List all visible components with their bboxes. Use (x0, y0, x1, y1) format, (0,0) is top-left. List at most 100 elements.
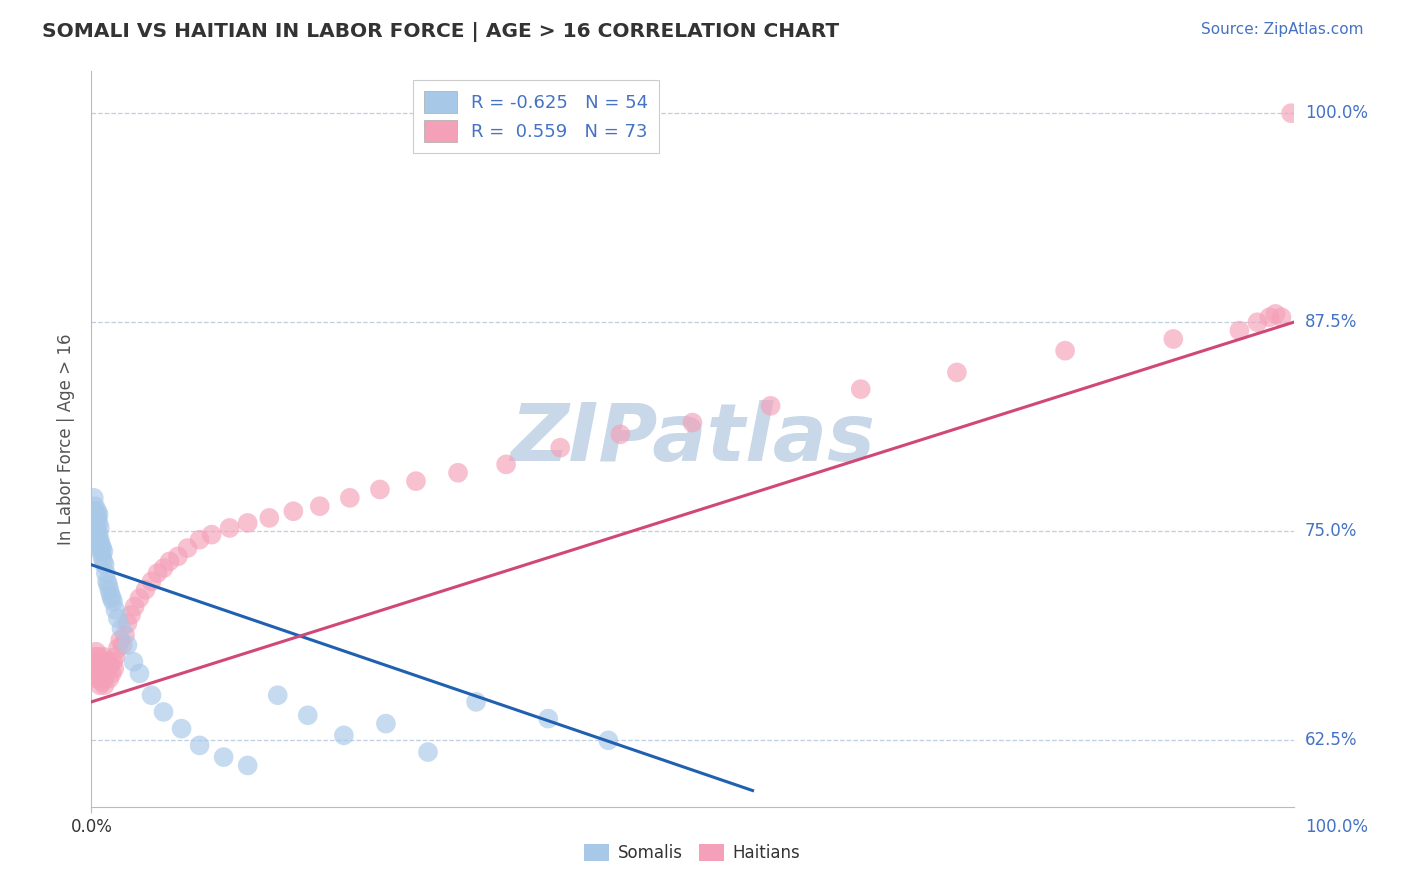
Point (101, 594, 124, 608)
Point (128, 666, 150, 681)
Point (90, 544, 112, 558)
Point (141, 688, 163, 702)
Point (89, 658, 111, 673)
Point (1258, 310, 1281, 325)
Point (495, 458, 517, 472)
Point (152, 561, 174, 575)
Point (339, 491, 361, 505)
Point (86, 504, 108, 518)
Point (82, 516, 104, 530)
Point (537, 712, 560, 726)
Point (1246, 315, 1268, 329)
Point (83, 504, 105, 518)
Point (1270, 310, 1292, 325)
Point (86, 666, 108, 681)
Legend: R = -0.625   N = 54, R =  0.559   N = 73: R = -0.625 N = 54, R = 0.559 N = 73 (413, 80, 659, 153)
Point (84, 649, 107, 664)
Point (333, 728, 356, 742)
Point (134, 582, 156, 597)
Point (267, 688, 290, 702)
Text: 87.5%: 87.5% (1305, 313, 1357, 331)
Point (176, 541, 198, 555)
Point (110, 632, 132, 647)
Point (98, 672, 121, 686)
Point (82, 658, 104, 673)
Point (90, 666, 112, 681)
Point (110, 621, 132, 635)
Point (283, 504, 305, 518)
Text: 100.0%: 100.0% (1305, 104, 1368, 122)
Point (465, 695, 488, 709)
Point (93, 658, 115, 673)
Point (84, 499, 107, 513)
Point (159, 554, 181, 568)
Point (167, 549, 190, 564)
Point (114, 628, 136, 642)
Point (101, 655, 124, 669)
Text: Source: ZipAtlas.com: Source: ZipAtlas.com (1201, 22, 1364, 37)
Point (447, 466, 470, 480)
Point (681, 416, 703, 430)
Text: SOMALI VS HAITIAN IN LABOR FORCE | AGE > 16 CORRELATION CHART: SOMALI VS HAITIAN IN LABOR FORCE | AGE >… (42, 22, 839, 42)
Point (1054, 343, 1077, 358)
Point (86, 533, 108, 547)
Point (87, 527, 110, 541)
Point (188, 533, 211, 547)
Point (259, 511, 281, 525)
Point (90, 655, 112, 669)
Point (101, 666, 124, 681)
Point (152, 705, 174, 719)
Point (188, 739, 211, 753)
Point (308, 499, 330, 513)
Point (416, 745, 439, 759)
Point (89, 521, 111, 535)
Y-axis label: In Labor Force | Age > 16: In Labor Force | Age > 16 (58, 334, 76, 545)
Point (86, 511, 108, 525)
Point (93, 554, 115, 568)
Point (201, 527, 224, 541)
Point (91, 674, 114, 689)
Point (84, 658, 107, 673)
Point (1229, 324, 1251, 338)
Point (86, 655, 108, 669)
Point (93, 649, 115, 664)
Point (120, 607, 142, 622)
Point (84, 661, 107, 675)
Point (84, 672, 107, 686)
Point (98, 582, 121, 597)
Point (84, 527, 107, 541)
Point (405, 474, 427, 488)
Point (374, 716, 396, 731)
Point (218, 521, 240, 535)
Text: 62.5%: 62.5% (1305, 731, 1357, 749)
Point (946, 366, 969, 380)
Point (368, 483, 391, 497)
Point (104, 603, 127, 617)
Point (96, 574, 118, 589)
Point (117, 638, 139, 652)
Point (117, 616, 139, 631)
Point (103, 661, 125, 675)
Point (107, 641, 129, 656)
Point (759, 399, 782, 413)
Point (89, 672, 111, 686)
Text: 100.0%: 100.0% (1305, 818, 1368, 837)
Point (236, 516, 259, 530)
Point (84, 514, 107, 528)
Point (87, 516, 110, 530)
Point (1264, 307, 1286, 321)
Point (90, 538, 112, 552)
Point (141, 574, 163, 589)
Point (86, 524, 108, 539)
Point (297, 708, 319, 723)
Point (91, 549, 114, 564)
Point (94, 666, 117, 681)
Point (101, 591, 124, 606)
Point (87, 508, 110, 522)
Point (598, 733, 620, 747)
Point (84, 645, 107, 659)
Point (111, 638, 134, 652)
Point (83, 655, 105, 669)
Point (124, 599, 146, 614)
Point (83, 666, 105, 681)
